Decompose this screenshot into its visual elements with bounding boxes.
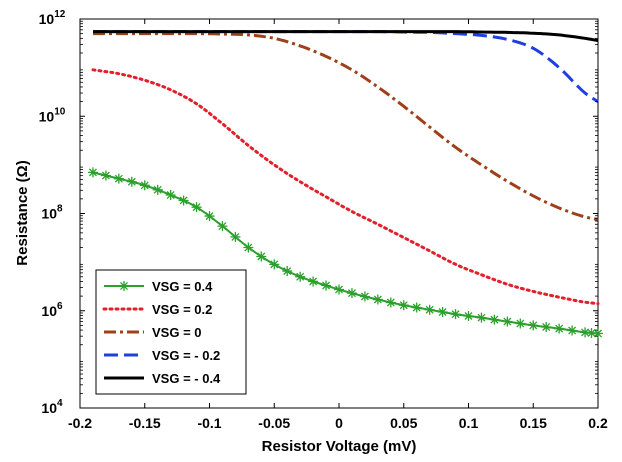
data-point [541,321,552,332]
data-point [113,173,124,184]
data-point [230,231,241,242]
data-point [476,312,487,323]
data-point [152,184,163,195]
series-line-2 [93,32,599,222]
data-point [165,190,176,201]
y-tick-label: 104 [41,398,63,416]
data-point [567,325,578,336]
legend: VSG = 0.4 VSG = 0.2 VSG = 0 VSG = - 0.2 VSG … [95,269,247,395]
x-tick-label: -0.1 [197,415,221,431]
data-point [398,300,409,311]
y-axis-title: Resistance (Ω) [14,160,31,265]
x-tick-label: 0.2 [588,415,608,431]
legend-label: VSG = - 0.4 [152,371,221,386]
y-tick-label: 108 [41,204,63,222]
data-point [411,302,422,313]
y-tick-exponent: 10 [54,106,66,117]
data-point [424,304,435,315]
y-tick-base: 10 [41,206,57,222]
y-tick-exponent: 8 [57,204,63,215]
legend-label: VSG = 0 [152,325,202,340]
data-point [450,309,461,320]
data-point [282,266,293,277]
data-point [359,291,370,302]
y-tick-exponent: 12 [54,9,66,20]
data-point [528,320,539,331]
data-point [100,170,111,181]
legend-label: VSG = - 0.2 [152,348,220,363]
legend-label: VSG = 0.4 [152,279,213,294]
data-point [586,327,597,338]
data-point [346,288,357,299]
data-point [256,251,267,262]
series-line-4 [93,30,599,43]
data-point [554,323,565,334]
y-tick-base: 10 [39,11,55,27]
x-tick-label: -0.2 [68,415,92,431]
y-tick-exponent: 4 [57,398,63,409]
x-tick-label: 0 [335,415,343,431]
data-point [269,259,280,270]
data-point [502,316,513,327]
x-tick-label: 0.1 [459,415,479,431]
y-tick-exponent: 6 [57,301,63,312]
series-line-1 [91,68,600,306]
tick-layer: -0.2 -0.15 -0.1 -0.05 0 0.05 0.1 0.15 0.21041061… [39,9,608,431]
series-layer [87,30,603,339]
y-tick-label: 1010 [39,106,66,124]
data-point [87,167,98,178]
data-point [217,221,228,232]
data-point [593,328,603,339]
data-point [204,211,215,222]
data-point [334,284,344,295]
data-point [191,202,202,213]
legend-marker [119,281,129,291]
y-tick-base: 10 [39,108,55,124]
data-point [437,307,448,318]
y-tick-base: 10 [41,400,57,416]
x-tick-label: -0.05 [258,415,290,431]
data-point [139,180,150,191]
y-tick-label: 106 [41,301,63,319]
data-point [295,271,306,282]
data-point [308,276,319,287]
x-tick-label: -0.15 [129,415,161,431]
data-point [385,297,396,308]
data-point [515,318,526,329]
x-axis-title: Resistor Voltage (mV) [262,438,417,455]
x-tick-label: 0.15 [520,415,547,431]
data-point [178,195,189,206]
y-tick-label: 1012 [39,9,66,27]
data-point [321,280,332,291]
data-point [580,327,591,338]
data-point [463,310,474,321]
data-point [126,176,137,187]
y-tick-base: 10 [41,303,57,319]
legend-label: VSG = 0.2 [152,302,212,317]
data-point [489,314,500,325]
data-point [372,294,383,305]
data-point [243,242,254,253]
x-tick-label: 0.05 [390,415,417,431]
